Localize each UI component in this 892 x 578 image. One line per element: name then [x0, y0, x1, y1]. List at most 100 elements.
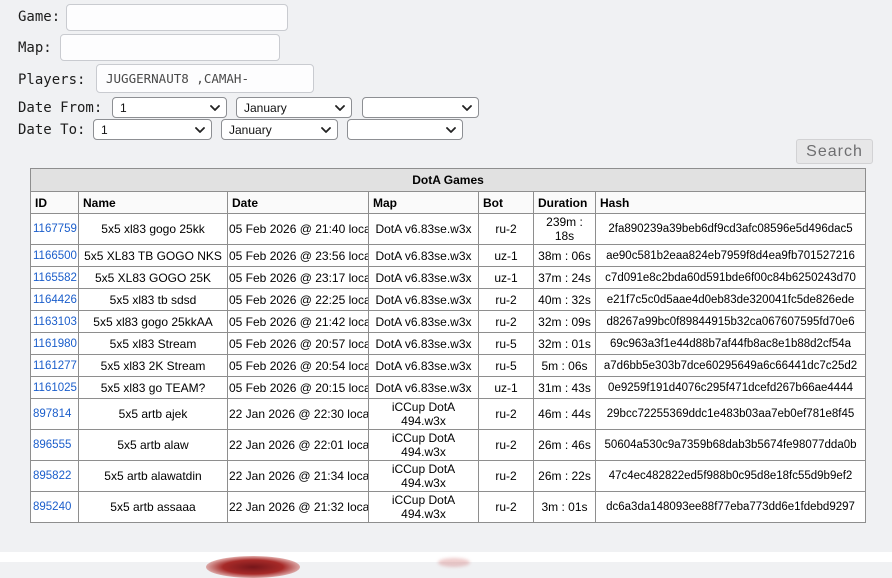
game-duration-cell: 26m : 46s [533, 429, 596, 461]
game-date-cell: 05 Feb 2026 @ 21:42 local [227, 310, 369, 333]
game-bot-cell: ru-5 [478, 354, 534, 377]
column-header-map: Map [368, 191, 479, 214]
game-name-cell: 5x5 artb ajek [78, 398, 228, 430]
game-bot-cell: ru-2 [478, 491, 534, 523]
game-id-cell: 895822 [30, 460, 79, 492]
table-row: 1167759 5x5 xl83 gogo 25kk 05 Feb 2026 @… [30, 213, 867, 245]
column-header-bot: Bot [478, 191, 534, 214]
game-bot-cell: ru-2 [478, 213, 534, 245]
date-to-label: Date To: [18, 122, 86, 138]
game-bot-cell: ru-2 [478, 288, 534, 311]
column-header-duration: Duration [533, 191, 596, 214]
date-to-month-select[interactable]: January [221, 119, 338, 140]
game-duration-cell: 26m : 22s [533, 460, 596, 492]
table-title-row: DotA Games [29, 168, 867, 192]
game-bot-cell: ru-2 [478, 398, 534, 430]
games-table-body: 1167759 5x5 xl83 gogo 25kk 05 Feb 2026 @… [30, 213, 867, 523]
game-map-cell: DotA v6.83se.w3x [368, 354, 479, 377]
game-date-cell: 22 Jan 2026 @ 22:01 local [227, 429, 369, 461]
game-name-cell: 5x5 xl83 gogo 25kk [78, 213, 228, 245]
table-row: 1166500 5x5 XL83 TB GOGO NKS 05 Feb 2026… [30, 244, 867, 267]
game-name-cell: 5x5 XL83 GOGO 25K [78, 266, 228, 289]
players-label: Players: [18, 72, 86, 88]
date-from-month-select[interactable]: January [236, 97, 352, 118]
game-bot-cell: ru-2 [478, 429, 534, 461]
game-hash-cell: a7d6bb5e303b7dce60295649a6c66441dc7c25d2 [594, 354, 867, 377]
players-input[interactable] [96, 64, 314, 93]
game-id-cell: 895240 [30, 491, 79, 523]
game-id-link[interactable]: 1167759 [33, 223, 77, 235]
game-map-cell: DotA v6.83se.w3x [368, 310, 479, 333]
game-map-cell: DotA v6.83se.w3x [368, 244, 479, 267]
game-id-link[interactable]: 896555 [33, 439, 72, 451]
date-to-year-select[interactable] [347, 119, 463, 140]
game-date-cell: 05 Feb 2026 @ 20:54 local [227, 354, 369, 377]
game-bot-cell: ru-5 [478, 332, 534, 355]
game-hash-cell: 2fa890239a39beb6df9cd3afc08596e5d496dac5 [594, 213, 867, 245]
table-row: 897814 5x5 artb ajek 22 Jan 2026 @ 22:30… [30, 398, 867, 430]
game-map-cell: DotA v6.83se.w3x [368, 266, 479, 289]
game-date-cell: 05 Feb 2026 @ 23:17 local [227, 266, 369, 289]
search-button[interactable]: Search [796, 139, 873, 164]
game-duration-cell: 37m : 24s [533, 266, 596, 289]
date-to-day-select[interactable]: 1 [93, 119, 212, 140]
game-hash-cell: 0e9259f191d4076c295f471dcefd267b66ae4444 [594, 376, 867, 399]
game-bot-cell: uz-1 [478, 376, 534, 399]
game-hash-cell: e21f7c5c0d5aae4d0eb83de320041fc5de826ede [594, 288, 867, 311]
game-date-cell: 05 Feb 2026 @ 23:56 local [227, 244, 369, 267]
game-id-link[interactable]: 1161277 [33, 359, 77, 372]
map-label: Map: [18, 40, 52, 56]
table-row: 1161980 5x5 xl83 Stream 05 Feb 2026 @ 20… [30, 332, 867, 355]
game-id-cell: 1167759 [30, 213, 79, 245]
table-row: 896555 5x5 artb alaw 22 Jan 2026 @ 22:01… [30, 429, 867, 461]
game-duration-cell: 32m : 01s [533, 332, 596, 355]
game-hash-cell: d8267a99bc0f89844915b32ca067607595fd70e6 [594, 310, 867, 333]
game-map-cell: DotA v6.83se.w3x [368, 288, 479, 311]
game-id-link[interactable]: 1161980 [33, 337, 77, 350]
game-name-cell: 5x5 xl83 tb sdsd [78, 288, 228, 311]
map-input[interactable] [60, 34, 280, 61]
game-name-cell: 5x5 xl83 gogo 25kkAA [78, 310, 228, 333]
game-id-link[interactable]: 895240 [33, 501, 72, 513]
game-date-cell: 22 Jan 2026 @ 21:32 local [227, 491, 369, 523]
date-from-year-select[interactable] [362, 97, 479, 118]
game-id-link[interactable]: 897814 [33, 408, 72, 420]
game-map-cell: DotA v6.83se.w3x [368, 332, 479, 355]
table-row: 1164426 5x5 xl83 tb sdsd 05 Feb 2026 @ 2… [30, 288, 867, 311]
game-id-link[interactable]: 1164426 [33, 293, 77, 306]
game-hash-cell: c7d091e8c2bda60d591bde6f00c84b6250243d70 [594, 266, 867, 289]
date-from-label: Date From: [18, 100, 103, 116]
game-hash-cell: 47c4ec482822ed5f988b0c95d8e18fc55d9b9ef2 [594, 460, 867, 492]
game-name-cell: 5x5 xl83 2K Stream [78, 354, 228, 377]
game-date-cell: 22 Jan 2026 @ 21:34 local [227, 460, 369, 492]
game-name-cell: 5x5 artb assaaa [78, 491, 228, 523]
table-row: 1161025 5x5 xl83 go TEAM? 05 Feb 2026 @ … [30, 376, 867, 399]
game-bot-cell: uz-1 [478, 244, 534, 267]
game-date-cell: 05 Feb 2026 @ 20:15 local [227, 376, 369, 399]
game-hash-cell: 29bcc72255369ddc1e483b03aa7eb0ef781e8f45 [594, 398, 867, 430]
game-bot-cell: ru-2 [478, 310, 534, 333]
game-map-cell: iCCup DotA 494.w3x [368, 460, 479, 492]
game-id-link[interactable]: 1163103 [33, 315, 77, 328]
game-name-cell: 5x5 artb alawatdin [78, 460, 228, 492]
game-hash-cell: 69c963a3f1e44d88b7af44fb8ac8e1b88d2cf54a [594, 332, 867, 355]
game-map-cell: iCCup DotA 494.w3x [368, 398, 479, 430]
game-date-cell: 05 Feb 2026 @ 22:25 local [227, 288, 369, 311]
games-table: DotA Games ID Name Date Map Bot Duration… [29, 168, 867, 523]
game-duration-cell: 5m : 06s [533, 354, 596, 377]
table-row: 1165582 5x5 XL83 GOGO 25K 05 Feb 2026 @ … [30, 266, 867, 289]
game-input[interactable] [66, 4, 288, 31]
game-duration-cell: 32m : 09s [533, 310, 596, 333]
game-id-cell: 1163103 [30, 310, 79, 333]
game-duration-cell: 46m : 44s [533, 398, 596, 430]
game-name-cell: 5x5 xl83 Stream [78, 332, 228, 355]
game-duration-cell: 40m : 32s [533, 288, 596, 311]
game-id-link[interactable]: 1165582 [33, 271, 77, 284]
game-id-link[interactable]: 895822 [33, 470, 72, 482]
game-id-link[interactable]: 1161025 [33, 381, 77, 394]
game-name-cell: 5x5 artb alaw [78, 429, 228, 461]
game-id-link[interactable]: 1166500 [33, 249, 77, 262]
game-hash-cell: ae90c581b2eaa824eb7959f8d4ea9fb701527216 [594, 244, 867, 267]
game-map-cell: DotA v6.83se.w3x [368, 376, 479, 399]
date-from-day-select[interactable]: 1 [112, 97, 227, 118]
